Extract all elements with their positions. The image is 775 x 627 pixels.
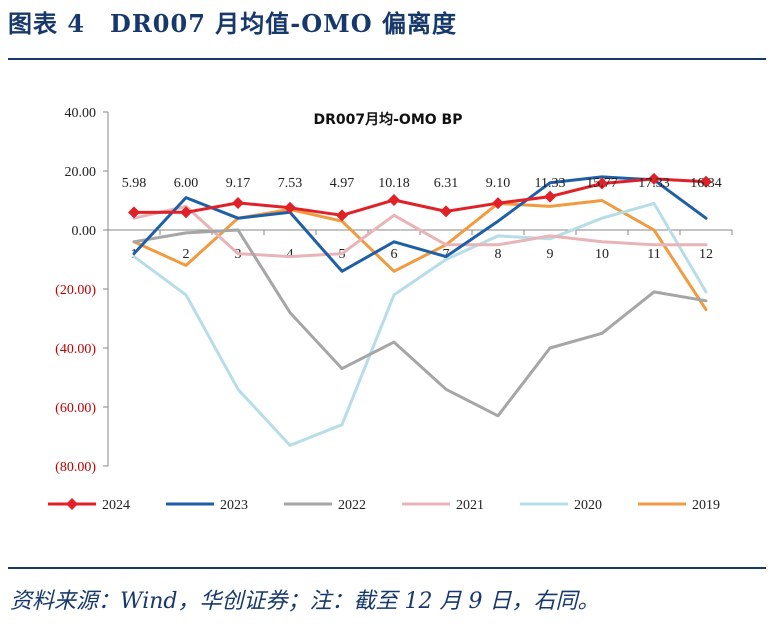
y-tick-label: (80.00): [55, 460, 96, 475]
data-label: 9.17: [226, 176, 251, 191]
series-point-2024: [388, 193, 400, 206]
data-label: 10.18: [378, 176, 410, 191]
series-point-2024: [284, 201, 296, 214]
dr007-omo-line-chart: DR007月均-OMO BP 40.00 20.00 0.00 (20.00) (40.…: [48, 106, 733, 513]
series-point-2024: [440, 205, 452, 218]
y-tick-label: 0.00: [72, 224, 97, 239]
y-tick-label: (40.00): [55, 342, 96, 357]
x-tick-label: 9: [547, 247, 554, 262]
series-point-2024: [128, 206, 140, 219]
x-tick-label: 2: [183, 247, 190, 262]
series-line-2023: [132, 175, 708, 273]
chart-title: DR007月均-OMO BP: [314, 111, 463, 128]
x-tick-label: 6: [391, 247, 398, 262]
chart-legend: 2024 2023 2022 2021 2020 2019: [48, 498, 720, 513]
series-line-2021: [132, 204, 708, 259]
series-layer: [128, 172, 712, 447]
series-point-2024: [492, 197, 504, 210]
y-tick-label: 20.00: [65, 165, 97, 180]
data-label: 17.33: [638, 176, 670, 191]
top-rule: [8, 58, 766, 60]
series-line-2020: [132, 201, 708, 447]
series-line-2019: [132, 199, 708, 312]
x-tick-label: 8: [495, 247, 502, 262]
y-tick-label: 40.00: [65, 106, 97, 121]
legend-label-2020: 2020: [574, 498, 602, 513]
bottom-rule: [8, 567, 766, 569]
legend-label-2023: 2023: [220, 498, 248, 513]
x-tick-label: 4: [287, 247, 294, 262]
source-note: 资料来源：Wind，华创证券；注：截至 12 月 9 日，右同。: [10, 589, 600, 614]
x-tick-label: 10: [595, 247, 609, 262]
y-tick-label: (20.00): [55, 283, 96, 298]
series-point-2024: [596, 177, 608, 190]
data-label-layer: 5.98 6.00 9.17 7.53 4.97 10.18 6.31 9.10 11.33 15…: [122, 176, 722, 191]
data-label: 4.97: [330, 176, 355, 191]
series-point-2024: [700, 175, 712, 188]
legend-label-2022: 2022: [338, 498, 366, 513]
data-label: 7.53: [278, 176, 303, 191]
y-tick-label: (60.00): [55, 401, 96, 416]
legend-label-2019: 2019: [692, 498, 720, 513]
legend-label-2024: 2024: [102, 498, 130, 513]
legend-marker-2024: [66, 498, 78, 510]
series-point-2024: [180, 206, 192, 219]
x-tick-label: 7: [443, 247, 450, 262]
legend-label-2021: 2021: [456, 498, 484, 513]
data-label: 15.77: [586, 176, 618, 191]
series-point-2024: [648, 172, 660, 185]
figure-title: 图表 4 DR007 月均值-OMO 偏离度: [8, 9, 457, 38]
data-label: 6.00: [174, 176, 199, 191]
chart-axes: 40.00 20.00 0.00 (20.00) (40.00) (60.00) (80.0…: [55, 106, 733, 475]
x-tick-label: 11: [647, 247, 660, 262]
series-line-2024: [132, 177, 708, 217]
x-tick-label: 12: [699, 247, 713, 262]
data-label: 11.33: [535, 176, 566, 191]
data-label: 9.10: [486, 176, 511, 191]
series-point-2024: [232, 196, 244, 209]
data-label: 6.31: [434, 176, 459, 191]
series-point-2024: [544, 190, 556, 203]
series-point-2024: [336, 209, 348, 222]
data-label: 16.34: [690, 176, 722, 191]
data-label: 5.98: [122, 176, 147, 191]
series-line-2022: [132, 228, 708, 418]
